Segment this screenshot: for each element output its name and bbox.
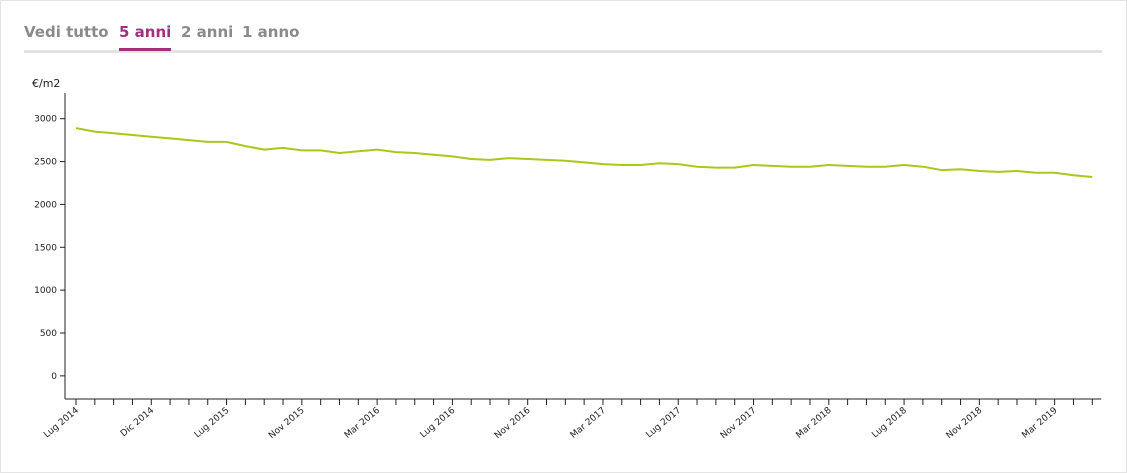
y-tick-label: 0 <box>51 372 57 382</box>
y-tick-label: 2000 <box>34 200 57 210</box>
tab-bar: Vedi tutto 5 anni 2 anni 1 anno <box>24 23 1102 53</box>
x-tick-label: Lug 2014 <box>42 405 81 440</box>
x-tick-label: Lug 2016 <box>419 405 458 440</box>
y-tick-label: 1000 <box>34 286 57 296</box>
y-tick-label: 3000 <box>34 115 57 125</box>
line-series <box>75 127 1093 178</box>
x-tick-label: Nov 2015 <box>267 406 307 442</box>
x-tick-label: Dic 2014 <box>119 405 156 439</box>
x-tick-label: Lug 2017 <box>645 406 684 441</box>
tab[interactable]: 1 anno <box>242 23 300 41</box>
x-tick-label: Nov 2016 <box>493 405 533 441</box>
x-tick-label: Nov 2018 <box>945 405 985 441</box>
x-tick-label: Mar 2016 <box>343 405 382 440</box>
tab[interactable]: Vedi tutto <box>24 23 109 41</box>
x-tick-label: Mar 2018 <box>795 405 834 440</box>
tab[interactable]: 2 anni <box>181 23 234 41</box>
y-axis-label: €/m2 <box>32 77 60 90</box>
x-tick-label: Lug 2015 <box>193 406 232 441</box>
x-tick-label: Lug 2018 <box>870 405 909 440</box>
tab[interactable]: 5 anni <box>119 23 172 51</box>
y-tick-label: 1500 <box>34 243 57 253</box>
y-tick-label: 500 <box>40 329 57 339</box>
x-tick-label: Mar 2019 <box>1020 405 1059 440</box>
x-tick-label: Nov 2017 <box>719 406 759 442</box>
y-tick-label: 2500 <box>34 158 57 168</box>
x-tick-label: Mar 2017 <box>569 406 608 441</box>
